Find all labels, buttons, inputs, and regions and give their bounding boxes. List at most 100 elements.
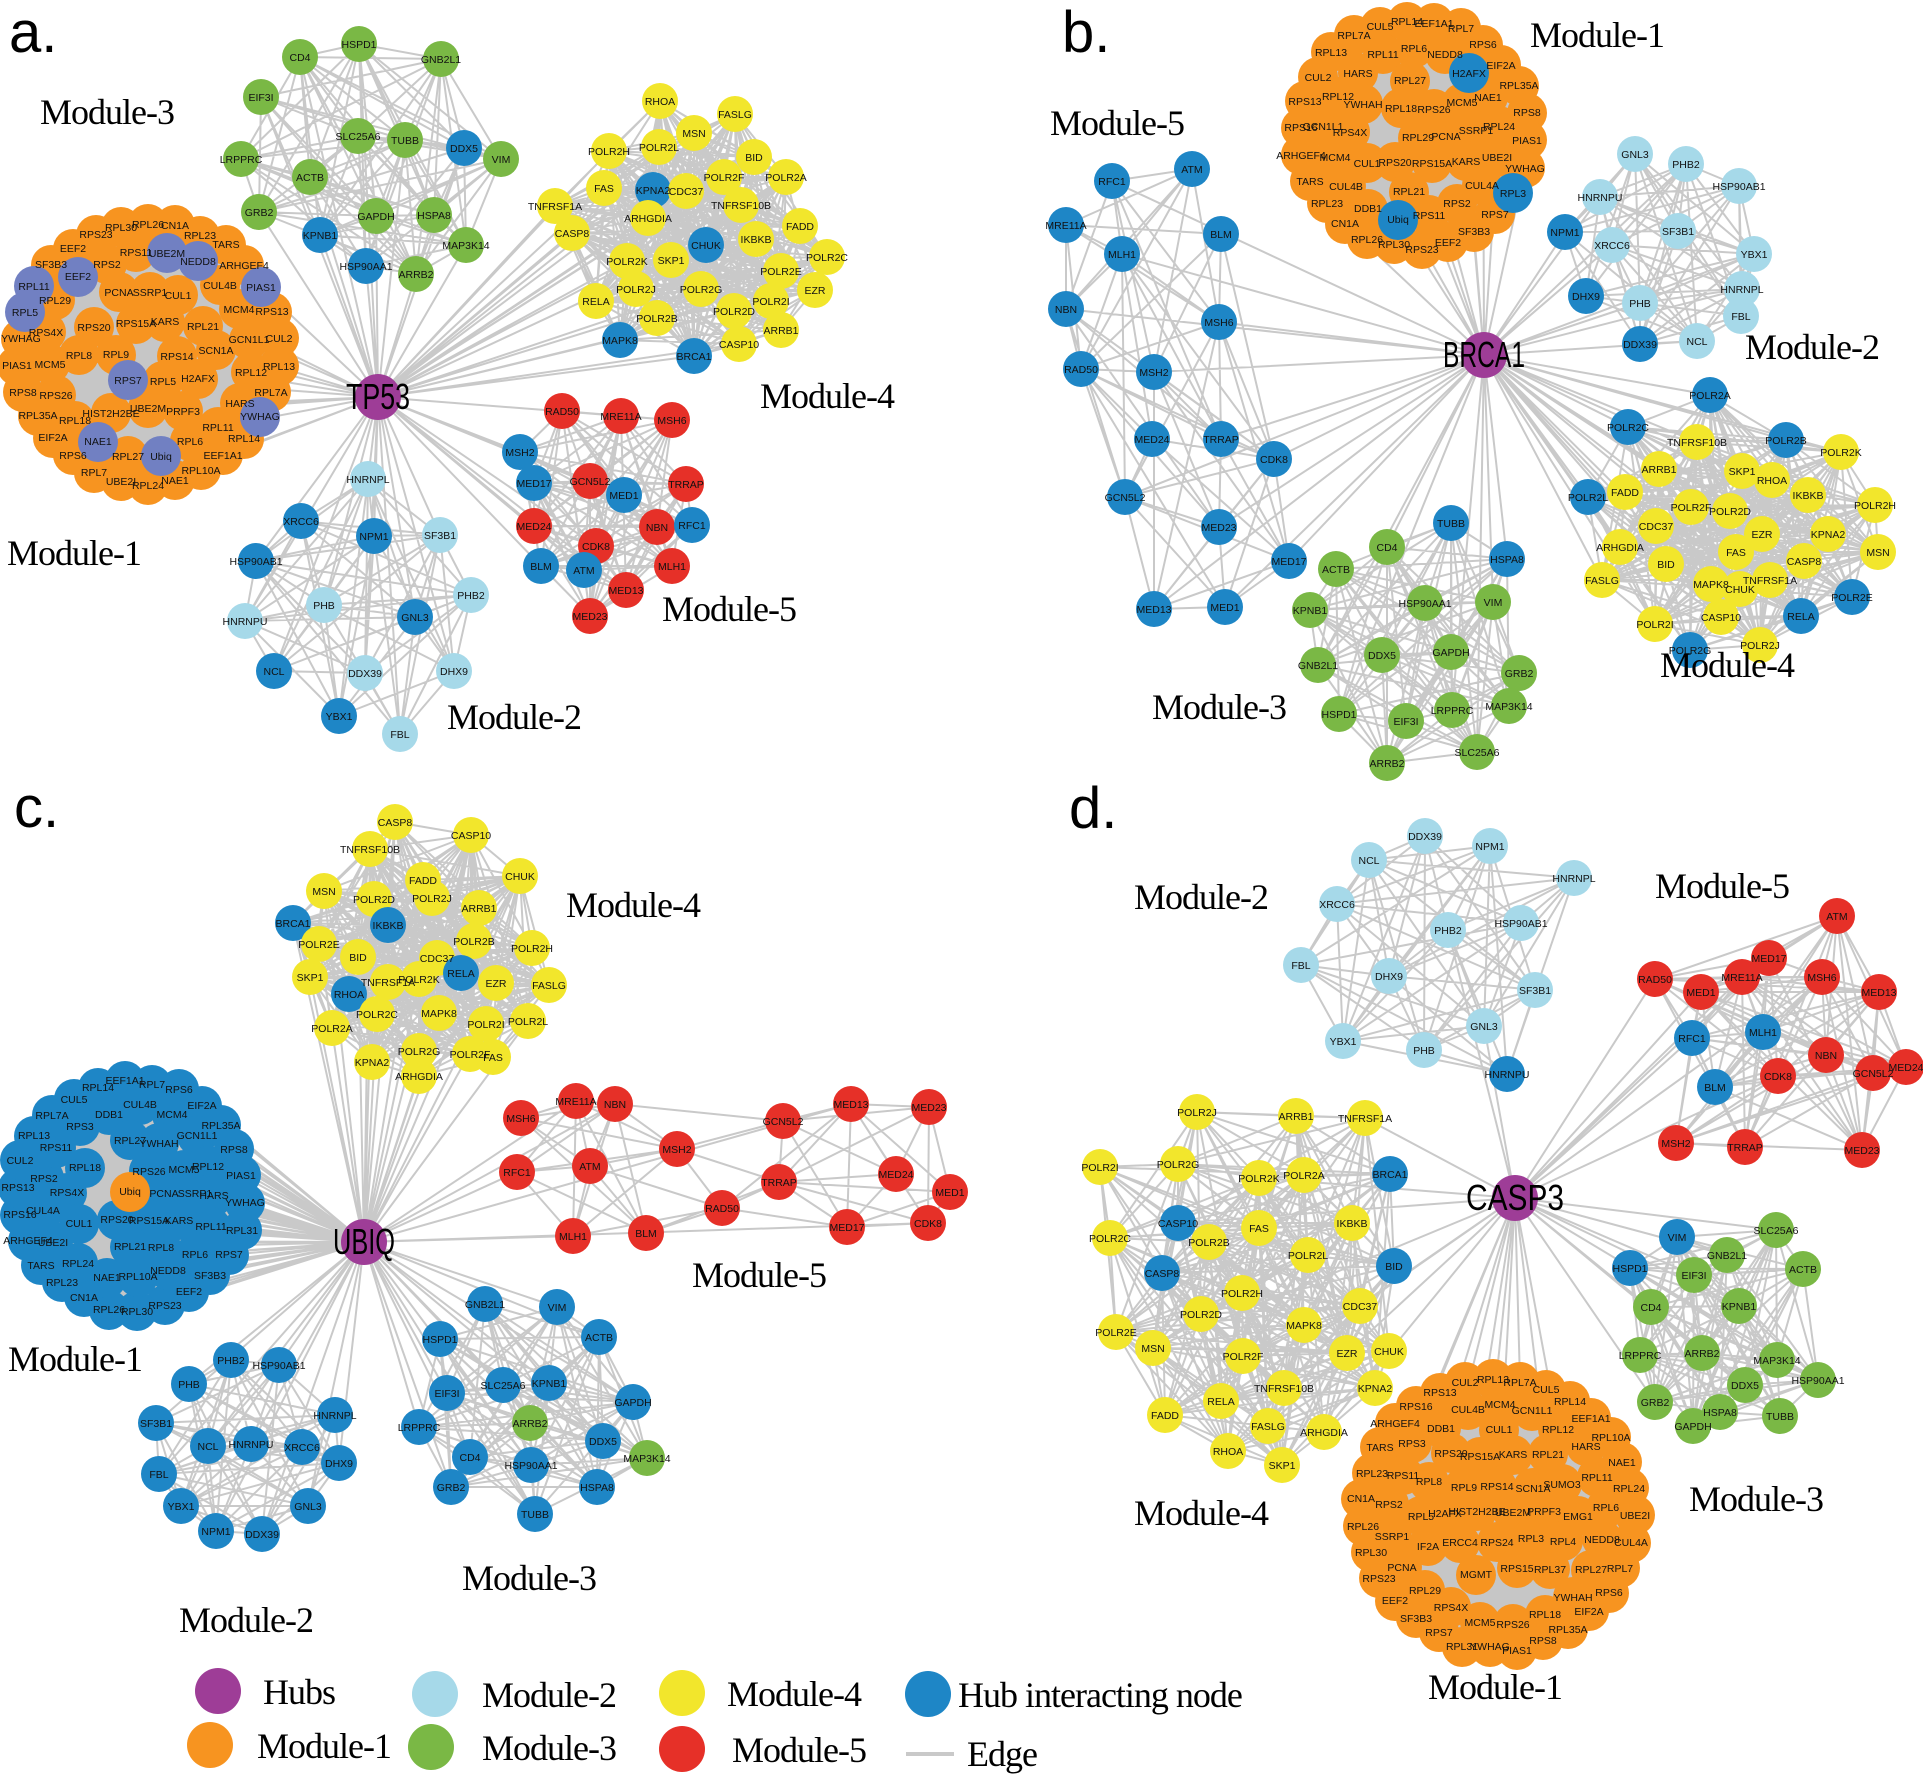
svg-text:ARRB2: ARRB2 — [1684, 1348, 1719, 1360]
svg-text:POLR2E: POLR2E — [1831, 592, 1872, 604]
svg-text:GCN1L1: GCN1L1 — [1512, 1405, 1553, 1417]
svg-text:RPL11: RPL11 — [202, 422, 233, 434]
svg-text:HSPD1: HSPD1 — [1612, 1263, 1647, 1275]
svg-text:RPL11: RPL11 — [195, 1221, 226, 1233]
svg-text:PIAS1: PIAS1 — [1502, 1645, 1532, 1657]
svg-text:MED23: MED23 — [911, 1102, 946, 1114]
svg-text:CUL2: CUL2 — [266, 333, 293, 345]
svg-text:GCN5L2: GCN5L2 — [1853, 1068, 1894, 1080]
svg-text:GNL3: GNL3 — [401, 612, 429, 624]
svg-text:Hubs: Hubs — [263, 1672, 335, 1712]
svg-text:Module-3: Module-3 — [40, 92, 174, 132]
svg-text:RPS16: RPS16 — [3, 1209, 36, 1221]
svg-text:PHB: PHB — [313, 600, 335, 612]
svg-text:RPS8: RPS8 — [1529, 1635, 1557, 1647]
svg-text:EMG1: EMG1 — [1563, 1511, 1593, 1523]
svg-text:TUBB: TUBB — [391, 135, 419, 147]
svg-text:RPS2: RPS2 — [30, 1173, 58, 1185]
svg-text:CUL1: CUL1 — [66, 1218, 93, 1230]
svg-text:RAD50: RAD50 — [545, 406, 579, 418]
svg-text:CDC37: CDC37 — [420, 953, 455, 965]
svg-text:PRPF3: PRPF3 — [1527, 1506, 1561, 1518]
svg-text:FADD: FADD — [409, 875, 437, 887]
svg-text:CASP10: CASP10 — [1701, 612, 1741, 624]
svg-text:MRE11A: MRE11A — [1721, 972, 1762, 984]
svg-text:MSH2: MSH2 — [662, 1144, 691, 1156]
svg-text:MAPK8: MAPK8 — [421, 1008, 457, 1020]
svg-text:RPS15A: RPS15A — [1412, 158, 1452, 170]
svg-text:NEDD8: NEDD8 — [150, 1265, 186, 1277]
svg-text:CDK8: CDK8 — [1260, 454, 1288, 466]
svg-text:ERCC4: ERCC4 — [1442, 1537, 1478, 1549]
svg-text:RPS2: RPS2 — [1443, 198, 1471, 210]
svg-text:RPL7A: RPL7A — [35, 1110, 68, 1122]
svg-text:POLR2L: POLR2L — [1568, 492, 1608, 504]
svg-text:HSPD1: HSPD1 — [1321, 709, 1356, 721]
svg-text:PHB: PHB — [1413, 1045, 1435, 1057]
svg-text:KPNA2: KPNA2 — [1358, 1383, 1393, 1395]
svg-text:IKBKB: IKBKB — [741, 234, 772, 246]
svg-text:FADD: FADD — [1151, 1410, 1179, 1422]
svg-text:POLR2C: POLR2C — [356, 1009, 398, 1021]
svg-text:CUL2: CUL2 — [1452, 1377, 1479, 1389]
svg-text:RPL14: RPL14 — [1554, 1396, 1586, 1408]
svg-text:HSP90AA1: HSP90AA1 — [1791, 1375, 1844, 1387]
svg-text:POLR2L: POLR2L — [508, 1016, 548, 1028]
svg-text:Ubiq: Ubiq — [119, 1186, 141, 1198]
svg-text:RAD50: RAD50 — [1638, 974, 1672, 986]
svg-text:PHB2: PHB2 — [457, 590, 485, 602]
svg-text:ARRB1: ARRB1 — [1641, 464, 1676, 476]
svg-text:CASP8: CASP8 — [378, 817, 413, 829]
svg-text:BLM: BLM — [1210, 229, 1232, 241]
svg-text:SF3B1: SF3B1 — [1662, 226, 1694, 238]
svg-text:MED13: MED13 — [1861, 987, 1896, 999]
svg-text:PHB2: PHB2 — [1672, 159, 1700, 171]
svg-text:MAP3K14: MAP3K14 — [623, 1453, 670, 1465]
svg-text:RPS24: RPS24 — [1480, 1537, 1513, 1549]
svg-text:RPS6: RPS6 — [1469, 39, 1497, 51]
svg-text:SKP1: SKP1 — [1729, 466, 1756, 478]
svg-text:IKBKB: IKBKB — [1793, 490, 1824, 502]
svg-text:MED17: MED17 — [516, 478, 551, 490]
svg-text:SUMO3: SUMO3 — [1543, 1479, 1581, 1491]
svg-text:RPS16: RPS16 — [1284, 122, 1317, 134]
svg-text:CDK8: CDK8 — [582, 541, 610, 553]
svg-text:GAPDH: GAPDH — [357, 211, 394, 223]
svg-text:Module-5: Module-5 — [692, 1255, 826, 1295]
svg-text:RPS13: RPS13 — [1423, 1387, 1456, 1399]
svg-text:RPL27: RPL27 — [1394, 75, 1426, 87]
svg-text:RPS7: RPS7 — [215, 1249, 243, 1261]
svg-text:RPL9: RPL9 — [1451, 1482, 1477, 1494]
svg-text:NBN: NBN — [604, 1099, 626, 1111]
svg-text:c.: c. — [14, 775, 59, 840]
svg-text:RPS11: RPS11 — [1413, 210, 1446, 222]
svg-text:RPS11: RPS11 — [1387, 1470, 1420, 1482]
svg-text:KPNA2: KPNA2 — [1811, 529, 1846, 541]
svg-text:RPS3: RPS3 — [66, 1121, 94, 1133]
svg-text:RPS7: RPS7 — [114, 375, 142, 387]
svg-text:RPS26: RPS26 — [39, 390, 72, 402]
svg-text:CD4: CD4 — [459, 1452, 480, 1464]
svg-text:UBIQ: UBIQ — [333, 1221, 395, 1262]
svg-text:NCL: NCL — [197, 1441, 218, 1453]
svg-text:MCM5: MCM5 — [169, 1164, 200, 1176]
svg-text:RPL8: RPL8 — [66, 350, 92, 362]
svg-text:RPS14: RPS14 — [160, 351, 193, 363]
svg-text:SKP1: SKP1 — [658, 255, 685, 267]
svg-text:UBE2M: UBE2M — [1495, 1507, 1531, 1519]
svg-text:RPL10A: RPL10A — [181, 465, 220, 477]
svg-text:FAS: FAS — [594, 183, 614, 195]
svg-text:PIAS1: PIAS1 — [246, 282, 276, 294]
svg-text:UBE2I: UBE2I — [38, 1237, 68, 1249]
svg-text:RPS15A: RPS15A — [1460, 1451, 1500, 1463]
svg-text:POLR2C: POLR2C — [806, 252, 848, 264]
svg-text:MAPK8: MAPK8 — [1693, 579, 1729, 591]
svg-text:Module-5: Module-5 — [1655, 866, 1789, 906]
svg-text:PIAS1: PIAS1 — [226, 1170, 256, 1182]
svg-text:RPL11: RPL11 — [18, 281, 49, 293]
svg-text:FASLG: FASLG — [1585, 575, 1619, 587]
svg-text:RPL8: RPL8 — [148, 1242, 174, 1254]
svg-text:RPL14: RPL14 — [1391, 16, 1423, 28]
svg-text:RPL24: RPL24 — [132, 480, 164, 492]
svg-text:PCNA: PCNA — [104, 287, 133, 299]
